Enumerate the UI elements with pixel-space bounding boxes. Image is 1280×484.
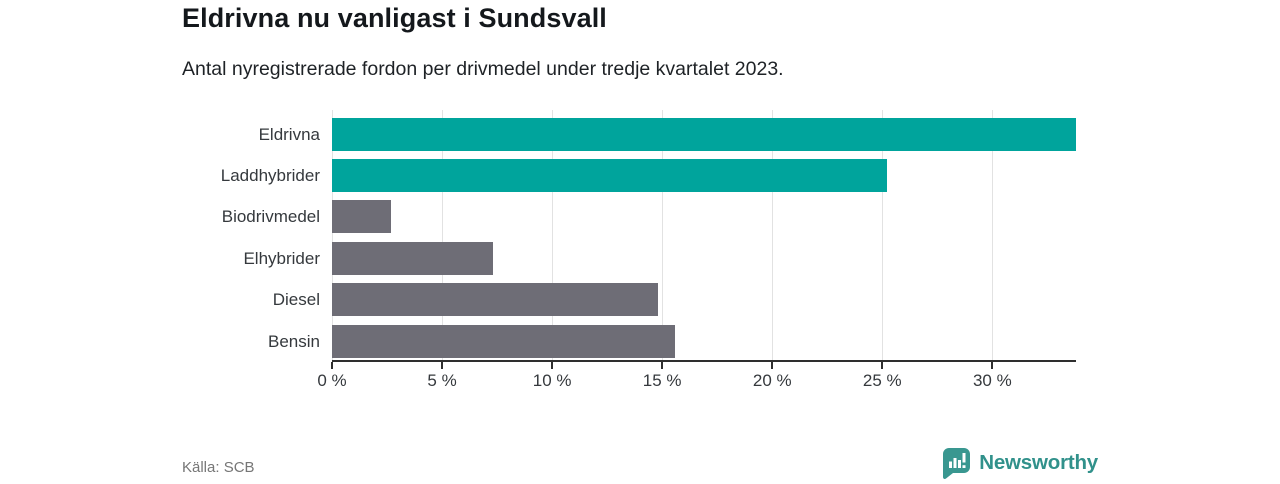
gridline: [442, 110, 444, 360]
newsworthy-logo-text: Newsworthy: [979, 451, 1098, 474]
gridline: [882, 110, 884, 360]
gridline: [772, 110, 774, 360]
bar-bensin: [332, 324, 676, 358]
gridline: [662, 110, 664, 360]
bar-eldrivna: [332, 117, 1076, 151]
category-label: Bensin: [268, 331, 320, 351]
newsworthy-logo[interactable]: Newsworthy: [941, 446, 1098, 480]
x-tick-label: 10 %: [532, 371, 572, 390]
x-tick-mark: [881, 362, 884, 369]
bar-elhybrider: [332, 241, 493, 275]
x-tick-mark: [331, 362, 333, 369]
x-tick-label: 15 %: [642, 371, 682, 390]
plot-area: [332, 110, 1076, 362]
x-axis-tick-labels: 0 % 5 % 10 % 15 % 20 % 25 % 30 %: [317, 371, 1076, 395]
x-tick-label: 30 %: [972, 371, 1012, 390]
x-tick-label: 0 %: [317, 371, 347, 390]
category-labels: Eldrivna Laddhybrider Biodrivmedel Elhybrid…: [80, 110, 320, 362]
bar-diesel: [332, 283, 658, 317]
gridline: [332, 110, 333, 360]
bar-laddhybrider: [332, 158, 887, 192]
page-title: Eldrivna nu vanligast i Sundsvall: [182, 3, 607, 33]
x-tick-mark: [771, 362, 774, 369]
category-label: Laddhybrider: [220, 165, 320, 185]
chart-subtitle: Antal nyregistrerade fordon per drivmede…: [182, 58, 784, 80]
category-label: Diesel: [272, 290, 320, 310]
gridline: [552, 110, 554, 360]
bar-biodrivmedel: [332, 200, 392, 234]
x-axis-ticks: [331, 362, 1076, 370]
category-label: Elhybrider: [243, 248, 320, 268]
source-note: Källa: SCB: [182, 459, 255, 476]
newsworthy-logo-icon: [941, 447, 971, 479]
category-label: Eldrivna: [258, 124, 320, 144]
x-tick-mark: [551, 362, 554, 369]
x-tick-mark: [991, 362, 994, 369]
category-label: Biodrivmedel: [221, 207, 320, 227]
x-tick-label: 5 %: [427, 371, 457, 390]
x-tick-label: 25 %: [862, 371, 902, 390]
x-tick-mark: [441, 362, 444, 369]
x-tick-label: 20 %: [752, 371, 792, 390]
x-tick-mark: [661, 362, 664, 369]
gridline: [992, 110, 994, 360]
